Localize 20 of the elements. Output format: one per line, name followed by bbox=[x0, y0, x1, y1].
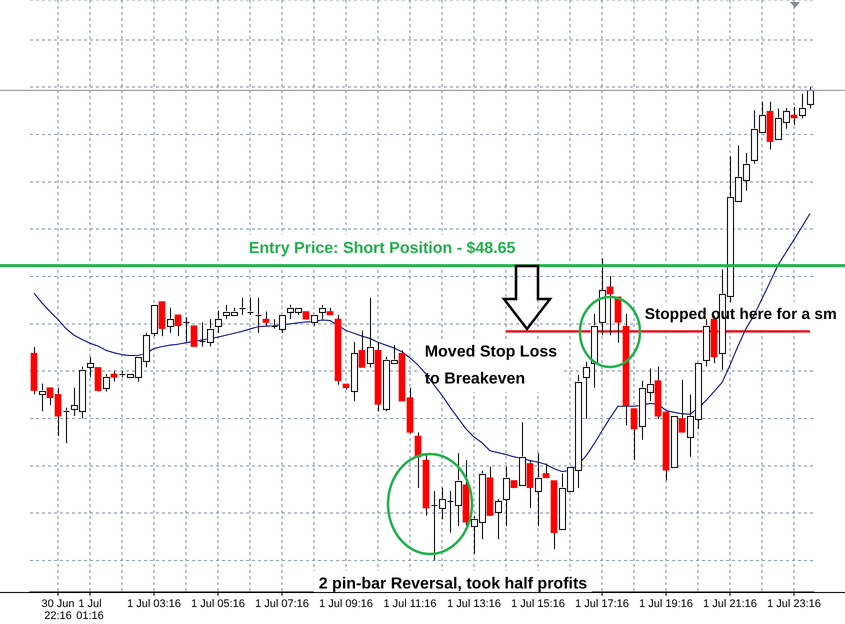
x-tick-label: 1 Jul 01:16 bbox=[76, 598, 104, 622]
x-tick-label: 1 Jul 07:16 bbox=[255, 598, 309, 610]
x-tick-label: 1 Jul 23:16 bbox=[767, 598, 821, 610]
x-tick-label: 1 Jul 19:16 bbox=[639, 598, 693, 610]
candlestick bbox=[262, 311, 270, 327]
candlestick bbox=[414, 432, 422, 489]
text: 2 pin-bar Reversal, took half profits bbox=[318, 575, 588, 592]
x-tick-label: 1 Jul 11:16 bbox=[383, 598, 437, 610]
candlestick bbox=[246, 297, 254, 316]
x-tick-label: 1 Jul 15:16 bbox=[511, 598, 565, 610]
candlestick bbox=[542, 463, 550, 478]
x-tick-label: 1 Jul 13:16 bbox=[447, 598, 501, 610]
x-tick-label: 1 Jul 03:16 bbox=[127, 598, 181, 610]
x-tick-label: 1 Jul 17:16 bbox=[575, 598, 629, 610]
x-tick-label: 1 Jul 21:16 bbox=[703, 598, 757, 610]
ref-line-label: Entry Price: Short Position - $48.65 bbox=[248, 240, 516, 258]
candlestick bbox=[190, 325, 198, 347]
x-tick-label: 30 Jun 22:16 bbox=[41, 598, 75, 622]
x-tick-label: 1 Jul 09:16 bbox=[319, 598, 373, 610]
x-tick-label: 1 Jul 05:16 bbox=[191, 598, 245, 610]
